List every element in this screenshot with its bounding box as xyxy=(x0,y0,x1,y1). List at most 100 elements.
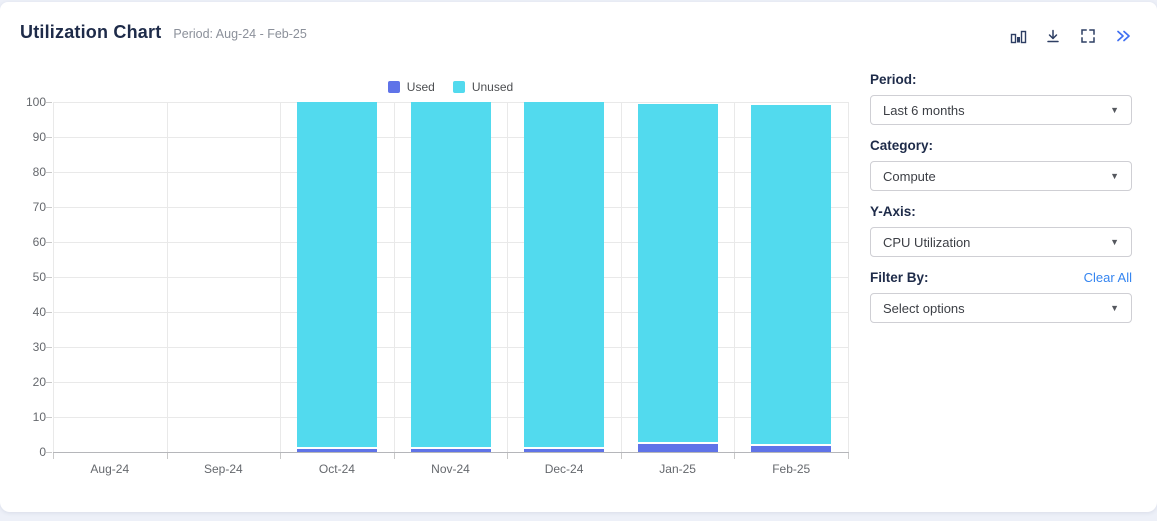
x-axis-category-label: Feb-25 xyxy=(772,462,811,476)
x-axis-tick xyxy=(734,453,736,459)
period-label: Period: xyxy=(870,72,917,87)
bar-segment-divider xyxy=(296,446,377,449)
bar-segment-used xyxy=(410,448,491,452)
bar-segment-unused xyxy=(637,104,718,442)
yaxis-label: Y-Axis: xyxy=(870,204,916,219)
bar-chart-icon[interactable] xyxy=(1008,26,1028,46)
stacked-bar-dec-24[interactable] xyxy=(524,102,605,452)
legend-item-used[interactable]: Used xyxy=(387,80,435,94)
x-axis-tick xyxy=(848,453,849,459)
bar-segment-divider xyxy=(751,444,832,447)
double-chevron-right-icon[interactable] xyxy=(1113,26,1133,46)
legend-label: Used xyxy=(406,80,435,94)
stacked-bar-nov-24[interactable] xyxy=(410,102,491,452)
y-axis-tick-label: 70 xyxy=(32,200,46,214)
x-axis-line xyxy=(53,452,849,453)
period-subtitle: Period: Aug-24 - Feb-25 xyxy=(173,27,307,41)
legend-swatch-icon xyxy=(387,81,400,93)
y-axis-tick-label: 40 xyxy=(32,305,46,319)
y-axis-tick xyxy=(46,172,52,173)
y-axis-tick-label: 50 xyxy=(32,270,46,284)
v-gridline xyxy=(280,102,282,452)
y-axis-tick-label: 10 xyxy=(32,410,46,424)
period-dropdown-value: Last 6 months xyxy=(883,102,965,118)
bar-segment-used xyxy=(296,448,377,452)
y-axis-tick-label: 90 xyxy=(32,130,46,144)
bar-segment-divider xyxy=(410,446,491,449)
x-axis-category-label: Aug-24 xyxy=(90,462,130,476)
x-axis-tick xyxy=(166,453,168,459)
bar-segment-divider xyxy=(637,441,718,444)
download-icon[interactable] xyxy=(1043,26,1063,46)
y-axis-tick xyxy=(46,382,52,383)
filter-dropdown-value: Select options xyxy=(883,300,965,316)
bar-segment-divider xyxy=(524,446,605,449)
category-dropdown[interactable]: Compute ▼ xyxy=(870,161,1132,191)
x-axis-category-label: Nov-24 xyxy=(431,462,470,476)
x-axis-tick xyxy=(280,453,282,459)
bar-segment-unused xyxy=(410,102,491,447)
yaxis-dropdown[interactable]: CPU Utilization ▼ xyxy=(870,227,1132,257)
y-axis-tick xyxy=(46,277,52,278)
x-axis-category-label: Jan-25 xyxy=(659,462,696,476)
legend-item-unused[interactable]: Unused xyxy=(452,80,514,94)
x-axis-category-label: Sep-24 xyxy=(203,462,243,476)
x-axis-tick xyxy=(53,453,54,459)
filter-dropdown[interactable]: Select options ▼ xyxy=(870,293,1132,323)
y-axis-tick xyxy=(46,347,52,348)
clear-all-link[interactable]: Clear All xyxy=(1083,270,1132,285)
y-axis-tick xyxy=(46,312,52,313)
x-axis-tick xyxy=(620,453,622,459)
v-gridline xyxy=(393,102,395,452)
stacked-bar-jan-25[interactable] xyxy=(637,104,718,452)
y-axis-tick xyxy=(46,137,52,138)
v-gridline xyxy=(166,102,168,452)
chart-controls-panel: Period: Last 6 months ▼ Category: Comput… xyxy=(870,72,1132,336)
y-axis-tick-label: 30 xyxy=(32,340,46,354)
period-dropdown[interactable]: Last 6 months ▼ xyxy=(870,95,1132,125)
v-gridline xyxy=(734,102,736,452)
yaxis-dropdown-value: CPU Utilization xyxy=(883,234,971,250)
bar-segment-unused xyxy=(751,104,832,445)
fullscreen-icon[interactable] xyxy=(1078,26,1098,46)
y-axis-tick-label: 80 xyxy=(32,165,46,179)
y-axis-tick xyxy=(46,452,52,453)
utilization-stacked-bar-chart: Used Unused 0 10 20 30 40 50 60 70 80 90 100 Aug-24 S… xyxy=(0,2,870,512)
chevron-down-icon: ▼ xyxy=(1110,303,1119,313)
v-gridline xyxy=(507,102,509,452)
filter-by-label: Filter By: xyxy=(870,270,929,285)
chart-legend: Used Unused xyxy=(53,80,848,94)
chevron-down-icon: ▼ xyxy=(1110,105,1119,115)
y-axis-tick-label: 20 xyxy=(32,375,46,389)
v-gridline xyxy=(620,102,622,452)
y-axis-tick xyxy=(46,207,52,208)
y-axis-tick xyxy=(46,242,52,243)
card-header: Utilization Chart Period: Aug-24 - Feb-2… xyxy=(20,22,1137,52)
x-axis-category-label: Oct-24 xyxy=(318,462,355,476)
legend-swatch-icon xyxy=(452,81,465,93)
v-gridline xyxy=(53,102,54,452)
x-axis-tick xyxy=(507,453,509,459)
chevron-down-icon: ▼ xyxy=(1110,171,1119,181)
stacked-bar-feb-25[interactable] xyxy=(751,104,832,452)
bar-segment-used xyxy=(637,443,718,452)
bar-segment-unused xyxy=(296,102,377,447)
x-axis-category-label: Dec-24 xyxy=(544,462,584,476)
y-axis-tick-label: 0 xyxy=(39,445,46,459)
utilization-chart-card: Utilization Chart Period: Aug-24 - Feb-2… xyxy=(0,2,1157,512)
x-axis-tick xyxy=(393,453,395,459)
category-dropdown-value: Compute xyxy=(883,168,936,184)
legend-label: Unused xyxy=(471,80,514,94)
y-axis-tick xyxy=(46,102,52,103)
chevron-down-icon: ▼ xyxy=(1110,237,1119,247)
y-axis-tick-label: 100 xyxy=(25,95,46,109)
category-label: Category: xyxy=(870,138,934,153)
y-axis-tick-label: 60 xyxy=(32,235,46,249)
stacked-bar-oct-24[interactable] xyxy=(296,102,377,452)
v-gridline xyxy=(848,102,849,452)
y-axis-tick xyxy=(46,417,52,418)
bar-segment-unused xyxy=(524,102,605,447)
bar-segment-used xyxy=(524,448,605,452)
header-toolbar xyxy=(1008,26,1133,46)
bar-segment-used xyxy=(751,446,832,452)
